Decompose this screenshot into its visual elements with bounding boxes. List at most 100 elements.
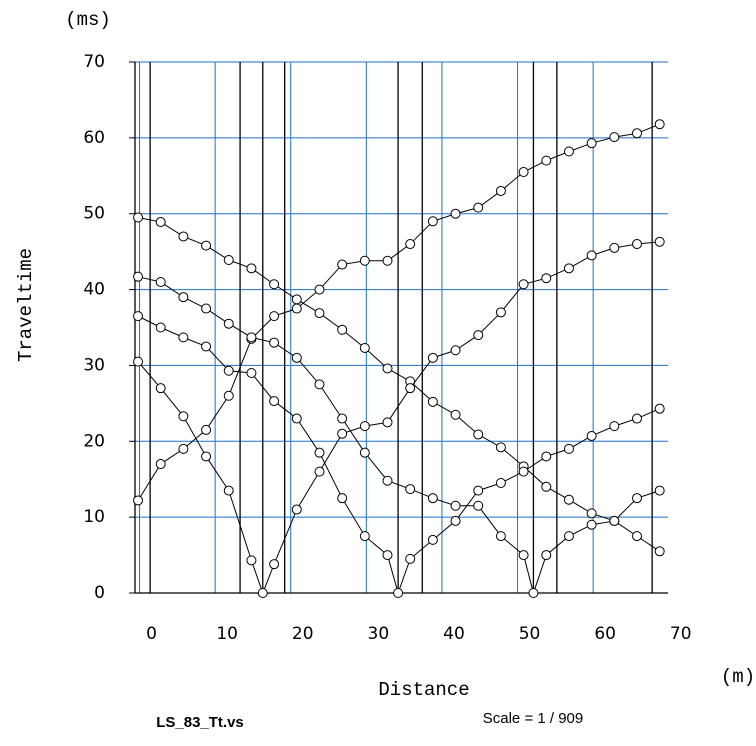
point — [609, 242, 620, 253]
series-line — [137, 315, 660, 595]
point — [473, 330, 484, 341]
point — [473, 485, 484, 496]
x-tick-label: 20 — [292, 624, 314, 644]
series-line — [137, 241, 660, 595]
point — [337, 413, 348, 424]
point — [609, 132, 620, 143]
y-tick-label: 40 — [83, 280, 105, 300]
x-unit: (m) — [721, 666, 755, 688]
point — [586, 508, 597, 519]
point — [246, 555, 257, 566]
point — [314, 466, 325, 477]
y-tick-label: 70 — [83, 52, 105, 72]
point — [473, 500, 484, 511]
point — [541, 155, 552, 166]
y-tick-label: 0 — [94, 583, 105, 603]
point — [541, 481, 552, 492]
point — [450, 515, 461, 526]
point — [632, 413, 643, 424]
point — [405, 553, 416, 564]
point — [269, 559, 280, 570]
point — [632, 493, 643, 504]
series-line — [137, 217, 660, 552]
point — [405, 239, 416, 250]
point — [393, 588, 404, 598]
point — [473, 429, 484, 440]
point — [291, 294, 302, 305]
y-tick-label: 10 — [83, 507, 105, 527]
point — [178, 292, 189, 303]
point — [133, 356, 144, 367]
point — [382, 475, 393, 486]
y-unit: (ms) — [65, 9, 111, 31]
series-line — [137, 123, 660, 501]
point — [495, 442, 506, 453]
file-name: LS_83_Tt.vs — [156, 714, 244, 731]
point — [133, 271, 144, 282]
point — [201, 303, 212, 314]
point — [541, 550, 552, 561]
point — [654, 119, 665, 130]
x-tick-label: 10 — [216, 624, 238, 644]
point — [314, 284, 325, 295]
point — [246, 332, 257, 343]
point — [155, 276, 166, 287]
point — [223, 365, 234, 376]
point — [133, 311, 144, 322]
point — [269, 396, 280, 407]
point — [632, 531, 643, 542]
point — [155, 383, 166, 394]
point — [382, 417, 393, 428]
x-tick-label: 40 — [443, 624, 465, 644]
point — [178, 443, 189, 454]
point — [450, 208, 461, 219]
point — [541, 273, 552, 284]
point — [427, 534, 438, 545]
point — [450, 345, 461, 356]
point — [223, 254, 234, 265]
point — [291, 303, 302, 314]
point — [359, 342, 370, 353]
point — [269, 279, 280, 290]
point — [586, 138, 597, 149]
point — [518, 550, 529, 561]
point — [133, 212, 144, 223]
point — [133, 495, 144, 506]
point — [450, 500, 461, 511]
point — [518, 166, 529, 177]
point — [632, 239, 643, 250]
point — [563, 494, 574, 505]
point — [201, 451, 212, 462]
point — [246, 263, 257, 274]
point — [586, 519, 597, 530]
point — [314, 308, 325, 319]
point — [382, 550, 393, 561]
point — [155, 217, 166, 228]
x-tick-label: 70 — [670, 624, 692, 644]
point — [337, 493, 348, 504]
point — [495, 185, 506, 196]
point — [654, 236, 665, 247]
point — [427, 493, 438, 504]
point — [178, 332, 189, 343]
point — [405, 484, 416, 495]
point — [359, 255, 370, 266]
x-tick-label: 0 — [146, 624, 157, 644]
point — [291, 352, 302, 363]
point — [155, 322, 166, 333]
point — [632, 128, 643, 139]
point — [563, 443, 574, 454]
point — [563, 263, 574, 274]
point — [518, 466, 529, 477]
point — [246, 368, 257, 379]
point — [269, 337, 280, 348]
point — [427, 396, 438, 407]
point — [563, 531, 574, 542]
point — [518, 279, 529, 290]
point — [563, 146, 574, 157]
point — [223, 390, 234, 401]
point — [382, 255, 393, 266]
y-tick-label: 20 — [83, 431, 105, 451]
point — [586, 250, 597, 261]
